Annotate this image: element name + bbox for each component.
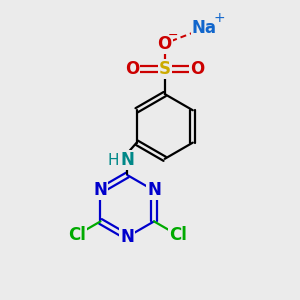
Text: H: H: [107, 153, 119, 168]
Text: Cl: Cl: [169, 226, 187, 244]
Text: O: O: [125, 60, 140, 78]
Text: −: −: [168, 29, 178, 42]
Text: N: N: [147, 182, 161, 200]
Text: N: N: [120, 151, 134, 169]
Text: S: S: [159, 60, 171, 78]
Text: O: O: [158, 35, 172, 53]
Text: Cl: Cl: [68, 226, 86, 244]
Text: N: N: [94, 182, 107, 200]
Text: +: +: [214, 11, 226, 25]
Text: Na: Na: [192, 19, 217, 37]
Text: O: O: [190, 60, 204, 78]
Text: N: N: [120, 228, 134, 246]
